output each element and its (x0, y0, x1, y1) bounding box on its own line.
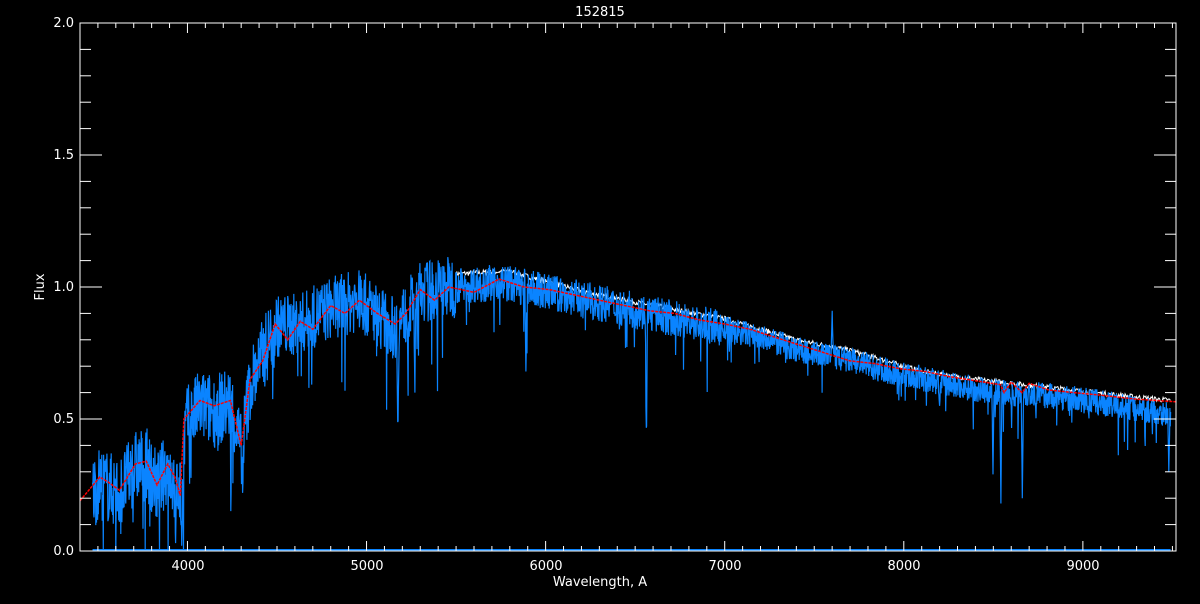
y-tick-label: 1.5 (53, 148, 74, 163)
y-tick-label: 0.0 (53, 544, 74, 559)
x-tick-label: 7000 (708, 559, 741, 574)
x-tick-label: 6000 (529, 559, 562, 574)
y-tick-label: 1.0 (53, 280, 74, 295)
x-tick-label: 4000 (171, 559, 204, 574)
chart-title: 152815 (575, 5, 625, 20)
y-axis-label: Flux (33, 273, 48, 300)
y-tick-label: 2.0 (53, 16, 74, 31)
observed-spectrum-line (91, 257, 1172, 552)
plot-frame (79, 22, 1177, 552)
y-tick-label: 0.5 (53, 412, 74, 427)
x-tick-label: 8000 (887, 559, 920, 574)
x-axis-label: Wavelength, A (553, 575, 647, 590)
x-tick-label: 5000 (350, 559, 383, 574)
model-spectrum-line (79, 278, 1177, 502)
plot-area (79, 257, 1177, 552)
axis-ticks (80, 22, 1176, 552)
x-tick-label: 9000 (1066, 559, 1099, 574)
